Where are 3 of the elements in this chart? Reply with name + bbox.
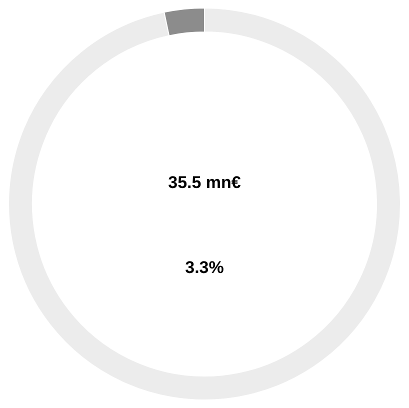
text: 35.5 mn€ <box>168 173 242 192</box>
text: 3.3% <box>185 258 224 277</box>
donut-slice <box>8 8 401 400</box>
